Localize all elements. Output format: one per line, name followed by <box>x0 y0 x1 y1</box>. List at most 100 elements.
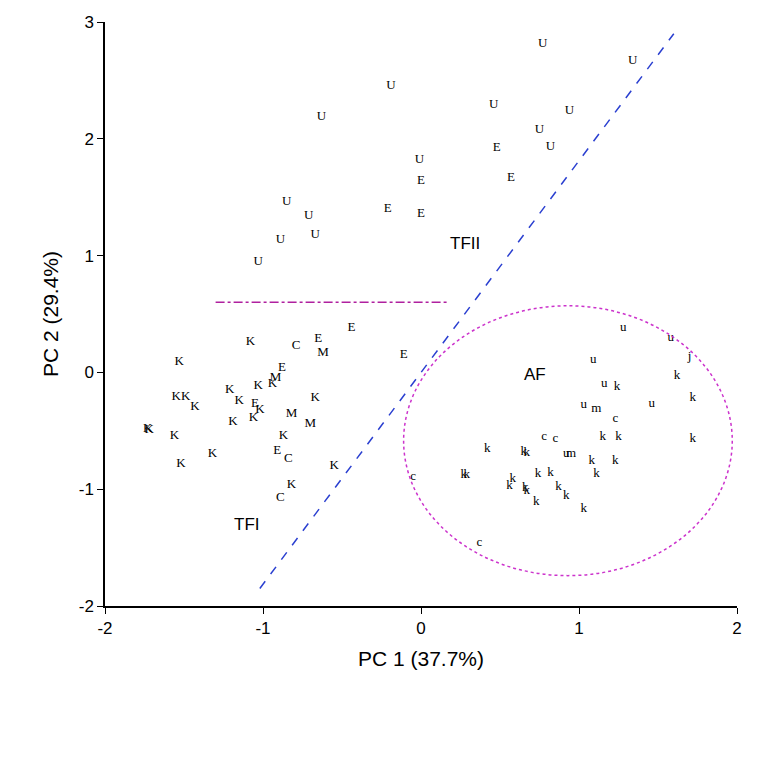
svg-text:k: k <box>460 466 467 481</box>
svg-text:k: k <box>524 444 531 459</box>
svg-text:k: k <box>588 452 595 467</box>
svg-text:k: k <box>509 470 516 485</box>
svg-text:1: 1 <box>84 247 93 266</box>
svg-text:K: K <box>175 353 185 368</box>
svg-text:1: 1 <box>574 619 583 638</box>
svg-text:PC 1 (37.7%): PC 1 (37.7%) <box>358 647 484 670</box>
svg-text:U: U <box>254 253 264 268</box>
svg-text:M: M <box>270 369 282 384</box>
svg-text:AF: AF <box>524 365 546 384</box>
svg-text:m: m <box>591 400 601 415</box>
svg-text:K: K <box>249 409 259 424</box>
svg-text:k: k <box>690 430 697 445</box>
svg-text:0: 0 <box>416 619 425 638</box>
svg-text:E: E <box>417 205 425 220</box>
svg-text:-2: -2 <box>79 597 94 616</box>
svg-text:k: k <box>524 482 531 497</box>
svg-text:-1: -1 <box>255 619 270 638</box>
svg-text:M: M <box>286 405 298 420</box>
svg-text:C: C <box>284 450 293 465</box>
svg-text:-2: -2 <box>97 619 112 638</box>
svg-text:k: k <box>522 479 529 494</box>
svg-text:k: k <box>612 452 619 467</box>
svg-text:U: U <box>565 102 575 117</box>
svg-text:E: E <box>493 139 501 154</box>
svg-text:K: K <box>176 455 186 470</box>
svg-text:U: U <box>276 231 286 246</box>
svg-text:k: k <box>593 465 600 480</box>
svg-text:k: k <box>533 493 540 508</box>
svg-text:k: k <box>535 465 542 480</box>
svg-text:K: K <box>143 420 153 435</box>
svg-text:2: 2 <box>84 130 93 149</box>
svg-text:E: E <box>400 346 408 361</box>
svg-text:U: U <box>304 207 314 222</box>
svg-text:c: c <box>477 534 483 549</box>
svg-text:TFI: TFI <box>234 515 260 534</box>
svg-text:K: K <box>287 476 297 491</box>
svg-text:k: k <box>484 440 491 455</box>
svg-text:k: k <box>520 443 527 458</box>
svg-text:K: K <box>145 421 155 436</box>
svg-text:c: c <box>612 410 618 425</box>
svg-text:K: K <box>254 377 264 392</box>
svg-text:E: E <box>348 319 356 334</box>
svg-text:K: K <box>235 392 245 407</box>
svg-text:u: u <box>648 395 655 410</box>
svg-text:U: U <box>415 151 425 166</box>
svg-text:U: U <box>282 193 292 208</box>
svg-text:k: k <box>674 367 681 382</box>
svg-text:k: k <box>615 428 622 443</box>
svg-text:u: u <box>620 319 627 334</box>
svg-text:K: K <box>246 333 256 348</box>
svg-text:u: u <box>563 445 570 460</box>
svg-text:PC 2 (29.4%): PC 2 (29.4%) <box>39 251 62 377</box>
svg-text:U: U <box>538 35 548 50</box>
svg-text:K: K <box>228 413 238 428</box>
svg-text:k: k <box>506 477 513 492</box>
svg-text:k: k <box>555 478 562 493</box>
svg-text:K: K <box>268 375 278 390</box>
svg-text:u: u <box>601 375 608 390</box>
svg-text:E: E <box>384 200 392 215</box>
svg-text:k: k <box>690 389 697 404</box>
svg-text:U: U <box>628 52 638 67</box>
svg-text:K: K <box>329 457 339 472</box>
svg-text:E: E <box>314 330 322 345</box>
svg-text:E: E <box>507 169 515 184</box>
svg-text:3: 3 <box>84 13 93 32</box>
svg-text:-1: -1 <box>79 480 94 499</box>
svg-text:c: c <box>541 428 547 443</box>
svg-text:TFII: TFII <box>450 234 480 253</box>
svg-text:K: K <box>170 427 180 442</box>
svg-text:U: U <box>310 226 320 241</box>
svg-text:k: k <box>464 466 471 481</box>
svg-text:m: m <box>566 445 576 460</box>
svg-text:k: k <box>547 464 554 479</box>
svg-text:C: C <box>276 489 285 504</box>
svg-text:k: k <box>563 487 570 502</box>
svg-text:u: u <box>667 329 674 344</box>
svg-text:U: U <box>489 96 499 111</box>
svg-text:E: E <box>251 395 259 410</box>
svg-text:u: u <box>590 351 597 366</box>
svg-text:K: K <box>190 398 200 413</box>
svg-text:U: U <box>535 121 545 136</box>
svg-text:u: u <box>580 396 587 411</box>
svg-text:E: E <box>278 359 286 374</box>
svg-text:M: M <box>305 415 317 430</box>
svg-text:E: E <box>417 172 425 187</box>
svg-text:2: 2 <box>732 619 741 638</box>
svg-text:K: K <box>225 381 235 396</box>
svg-text:K: K <box>310 389 320 404</box>
svg-text:K: K <box>171 388 181 403</box>
svg-text:U: U <box>386 77 396 92</box>
svg-text:k: k <box>599 428 606 443</box>
svg-text:c: c <box>552 430 558 445</box>
svg-text:C: C <box>292 337 301 352</box>
svg-text:j: j <box>687 348 692 363</box>
svg-text:0: 0 <box>84 363 93 382</box>
svg-text:K: K <box>181 388 191 403</box>
svg-text:M: M <box>317 344 329 359</box>
svg-text:U: U <box>317 108 327 123</box>
